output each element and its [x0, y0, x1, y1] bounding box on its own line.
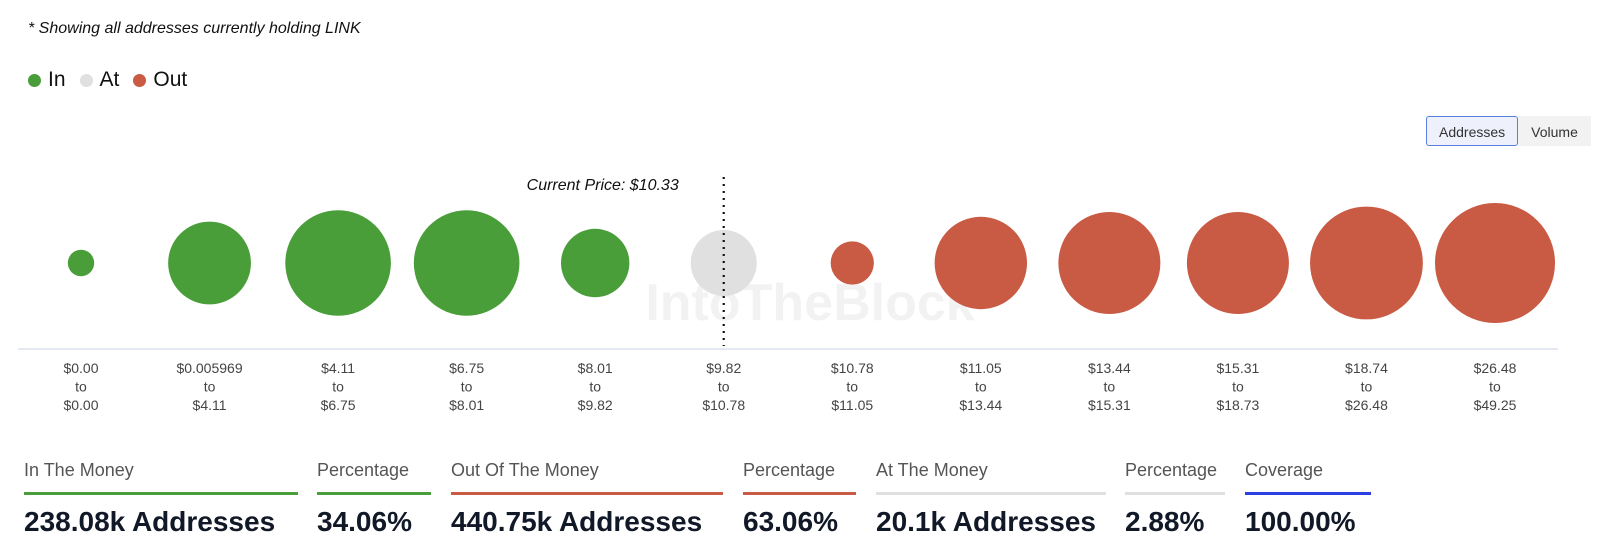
stat-label: In The Money [24, 460, 134, 480]
stat-value: 63.06% [743, 506, 838, 537]
stat-label: Percentage [743, 460, 836, 480]
tick-label: $8.01 [578, 360, 613, 376]
tick-label: $15.31 [1216, 360, 1259, 376]
stat-bar [451, 492, 723, 495]
measure-toggle: Addresses Volume [1426, 116, 1591, 146]
tick-label: $13.44 [1088, 360, 1131, 376]
stat-value: 440.75k Addresses [451, 506, 703, 537]
legend-dot-out [133, 73, 147, 87]
tick-label-to: to [975, 379, 987, 395]
bubble-out [1435, 203, 1555, 323]
tick-label: $13.44 [959, 397, 1002, 413]
stat-bar [876, 492, 1106, 495]
tick-label: $9.82 [578, 397, 613, 413]
tick-label: $8.01 [449, 397, 484, 413]
stat-coverage: Coverage 100.00% [1245, 460, 1371, 538]
stat-value: 2.88% [1125, 506, 1205, 537]
bubble-in [560, 228, 630, 298]
legend-item-out[interactable]: Out [133, 68, 187, 92]
bubble-in [285, 210, 391, 316]
tick-label: $10.78 [831, 360, 874, 376]
tick-label-to: to [589, 379, 601, 395]
tick-label: $11.05 [960, 360, 1002, 376]
tick-label: $18.73 [1216, 397, 1259, 413]
legend-label-at: At [99, 68, 120, 91]
stat-bar [1125, 492, 1225, 495]
legend-item-at[interactable]: At [79, 68, 120, 92]
stat-in-percentage: Percentage 34.06% [317, 460, 431, 538]
bubble-out [1058, 212, 1161, 314]
tick-label: $11.05 [831, 397, 873, 413]
legend: In At Out [28, 68, 187, 92]
legend-dot-in [28, 73, 41, 87]
stat-label: Out Of The Money [451, 460, 599, 480]
stat-label: At The Money [876, 460, 988, 480]
tick-label: $26.48 [1474, 360, 1517, 376]
bubble-in [67, 249, 95, 277]
bubble-chart: IntoTheBlock $0.00 to $0.00 $0.005969 to $4.11… [18, 177, 1558, 413]
bubble-out [934, 216, 1028, 310]
stat-label: Coverage [1245, 460, 1324, 480]
tick-label-to: to [204, 379, 216, 395]
tick-label-to: to [846, 379, 858, 395]
current-price-label: Current Price: $10.33 [527, 177, 679, 194]
stat-out-percentage: Percentage 63.06% [743, 460, 856, 538]
tick-label-to: to [1489, 379, 1501, 395]
stats-row: In The Money 238.08k Addresses Percentag… [0, 460, 1600, 554]
tick-label: $0.00 [63, 360, 98, 376]
tick-label-to: to [332, 379, 344, 395]
stat-bar [1245, 492, 1371, 495]
stat-value: 238.08k Addresses [24, 506, 276, 537]
bubble-out [830, 241, 874, 285]
stat-at-the-money: At The Money 20.1k Addresses [876, 460, 1106, 538]
tick-label: $15.31 [1088, 397, 1131, 413]
tick-label: $0.00 [63, 397, 98, 413]
stat-in-the-money: In The Money 238.08k Addresses [24, 460, 298, 538]
tick-label-to: to [1361, 379, 1373, 395]
bubble-out [1310, 206, 1423, 320]
tick-label: $6.75 [321, 397, 356, 413]
addresses-button[interactable]: Addresses [1426, 116, 1519, 146]
tick-label-to: to [75, 379, 87, 395]
bubble-out [1186, 212, 1289, 314]
tick-label: $4.11 [193, 397, 227, 413]
legend-label-in: In [48, 68, 66, 91]
volume-button[interactable]: Volume [1518, 116, 1591, 146]
stat-value: 34.06% [317, 506, 412, 537]
stat-value: 100.00% [1245, 506, 1356, 537]
bubble-in [168, 221, 251, 305]
tick-label-to: to [1104, 379, 1116, 395]
tick-label: $10.78 [702, 397, 745, 413]
bubble-in [413, 210, 520, 316]
legend-label-out: Out [153, 68, 188, 91]
legend-item-in[interactable]: In [28, 68, 66, 92]
tick-label-to: to [1232, 379, 1244, 395]
stat-at-percentage: Percentage 2.88% [1125, 460, 1225, 538]
watermark: IntoTheBlock [645, 274, 974, 332]
stat-out-of-the-money: Out Of The Money 440.75k Addresses [451, 460, 723, 538]
stat-label: Percentage [317, 460, 410, 480]
tick-label: $9.82 [706, 360, 741, 376]
tick-label-to: to [718, 379, 730, 395]
tick-label-to: to [461, 379, 473, 395]
tick-label: $49.25 [1474, 397, 1517, 413]
stat-bar [24, 492, 298, 495]
stat-bar [317, 492, 431, 495]
tick-label: $4.11 [321, 360, 355, 376]
stat-label: Percentage [1125, 460, 1218, 480]
holders-note: * Showing all addresses currently holdin… [28, 20, 361, 37]
tick-label: $26.48 [1345, 397, 1388, 413]
legend-dot-at [79, 73, 93, 87]
stat-value: 20.1k Addresses [876, 506, 1096, 537]
tick-label: $0.005969 [176, 360, 242, 376]
tick-label: $18.74 [1345, 360, 1388, 376]
stat-bar [743, 492, 856, 495]
tick-label: $6.75 [449, 360, 484, 376]
